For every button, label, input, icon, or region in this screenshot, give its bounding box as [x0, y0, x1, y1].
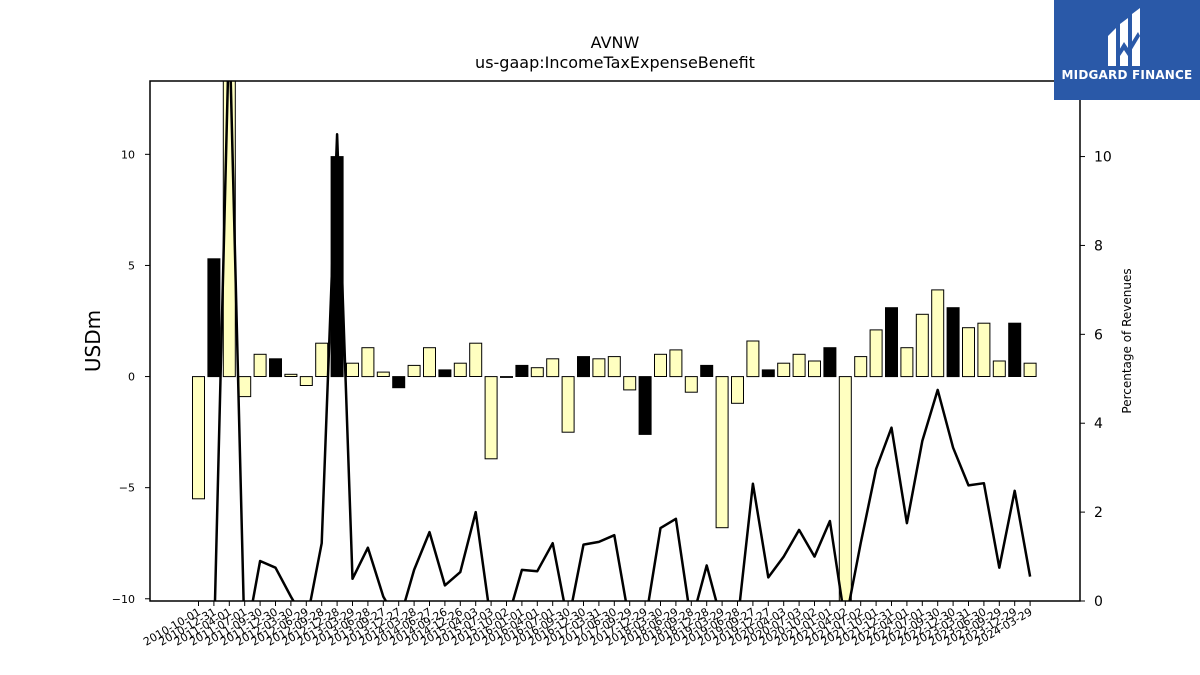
y2-tick-label: 2: [1094, 505, 1103, 521]
y-tick-label: 0: [128, 371, 135, 384]
bar: [808, 360, 821, 378]
bar: [654, 353, 667, 377]
bar: [207, 258, 221, 378]
y2-tick-label: 6: [1094, 327, 1103, 343]
bar: [823, 347, 837, 378]
y2-axis-label: Percentage of Revenues: [1120, 268, 1134, 413]
ratio-line: [213, 81, 1032, 601]
bar: [361, 347, 375, 378]
y2-tick-label: 10: [1094, 150, 1112, 166]
bar: [946, 307, 960, 378]
bar: [299, 376, 313, 387]
bar: [1008, 322, 1022, 378]
bar: [1023, 362, 1037, 378]
bar: [423, 347, 436, 378]
bar: [746, 340, 760, 378]
bar: [546, 358, 560, 378]
bar: [561, 376, 575, 433]
y2-tick-label: 4: [1094, 416, 1103, 432]
bar: [315, 342, 329, 378]
bar: [992, 360, 1006, 378]
ratio-line-group: [213, 81, 1032, 601]
bar: [238, 376, 252, 398]
axes-group: −10−5051002468102010-10-012010-12-312011…: [112, 80, 1112, 649]
bar: [838, 376, 852, 602]
bar: [700, 364, 714, 377]
bar: [715, 376, 729, 529]
y2-tick-label: 8: [1094, 238, 1103, 254]
bar: [977, 322, 991, 378]
logo-text: MIDGARD FINANCE: [1061, 68, 1193, 82]
y-axis-label: USDm: [81, 310, 105, 372]
bar: [669, 349, 683, 378]
bar: [731, 376, 744, 404]
y2-tick-label: 0: [1094, 594, 1103, 610]
logo: MIDGARD FINANCE: [1054, 0, 1200, 100]
bar: [253, 353, 267, 377]
bar: [885, 307, 898, 378]
bar: [592, 358, 606, 378]
bar: [962, 327, 975, 378]
bar: [284, 373, 298, 377]
bar: [530, 367, 544, 378]
bar: [469, 342, 483, 378]
y-tick-label: −5: [119, 482, 135, 495]
bar: [269, 358, 282, 378]
bar: [777, 362, 791, 378]
bar: [453, 362, 467, 378]
bars-group: [192, 80, 1037, 602]
bar: [900, 347, 914, 378]
bar: [192, 376, 205, 500]
bar: [515, 364, 529, 377]
bar: [577, 356, 590, 378]
bar: [500, 376, 513, 378]
bar: [854, 356, 868, 378]
bar: [623, 376, 637, 391]
y-tick-label: −10: [112, 593, 135, 606]
bar: [346, 362, 359, 378]
plot-frame: [149, 80, 1081, 602]
logo-icon: [1108, 8, 1140, 66]
bar: [684, 376, 698, 393]
chart-title: AVNW: [591, 33, 640, 52]
bar: [407, 364, 421, 377]
chart-subtitle: us-gaap:IncomeTaxExpenseBenefit: [475, 53, 755, 72]
bar: [915, 313, 929, 377]
y-tick-label: 10: [121, 148, 135, 161]
bar: [761, 369, 775, 378]
y-tick-label: 5: [128, 259, 135, 272]
bar: [792, 353, 806, 377]
bar: [638, 376, 652, 435]
bar: [869, 329, 883, 378]
bar: [392, 376, 406, 389]
bar: [484, 376, 498, 460]
bar: [607, 356, 621, 378]
bar: [376, 371, 390, 378]
bar: [931, 289, 945, 378]
bar: [438, 369, 452, 378]
